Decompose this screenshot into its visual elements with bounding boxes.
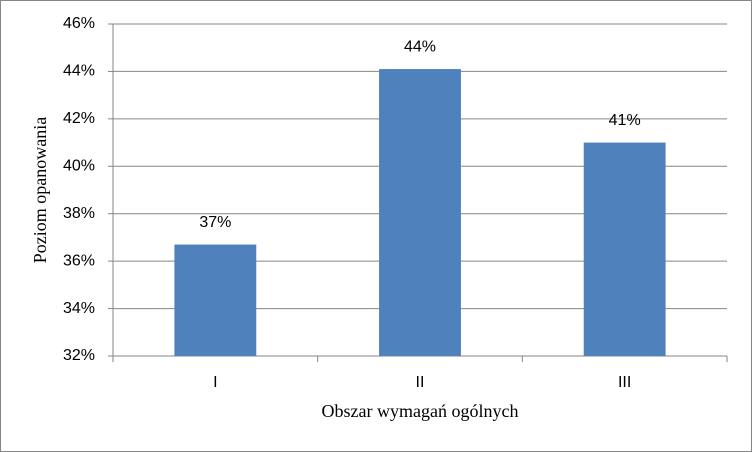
data-label: 41% <box>609 112 641 129</box>
y-tick-label: 44% <box>63 63 95 80</box>
y-tick-label: 36% <box>63 252 95 269</box>
y-tick-label: 38% <box>63 205 95 222</box>
bar <box>583 142 666 356</box>
bar <box>379 69 461 357</box>
x-tick-label: II <box>416 374 425 391</box>
x-tick-label: I <box>213 374 217 391</box>
x-axis-title: Obszar wymagań ogólnych <box>322 401 519 421</box>
y-tick-label: 32% <box>63 347 95 364</box>
y-tick-label: 46% <box>63 15 95 32</box>
x-tick-label: III <box>618 374 631 391</box>
bar <box>174 244 257 356</box>
y-tick-label: 42% <box>63 110 95 127</box>
y-tick-label: 40% <box>63 158 95 175</box>
y-axis-title: Poziom opanowania <box>30 117 50 263</box>
data-label: 44% <box>404 38 436 55</box>
y-tick-label: 34% <box>63 300 95 317</box>
data-label: 37% <box>199 214 231 231</box>
